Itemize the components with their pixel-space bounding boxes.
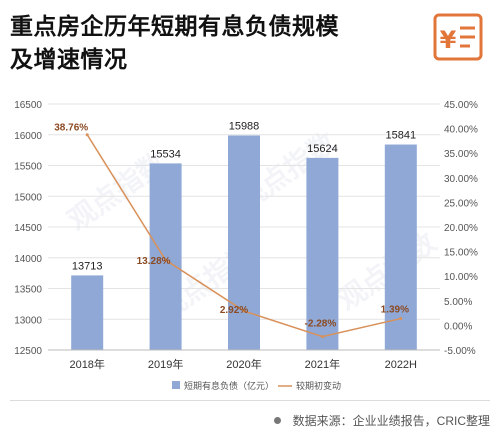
- line-layer: 38.76% 13.28% 2.92% -2.28% 1.39%: [54, 123, 409, 339]
- legend: 短期有息负债（亿元） 较期初变动: [172, 380, 341, 391]
- y-right-tick-label: -5.00%: [444, 346, 476, 357]
- bullet-dot-icon: [273, 416, 281, 424]
- y-right-tick-label: 45.00%: [444, 100, 478, 111]
- bar-data-label: 15534: [150, 148, 181, 160]
- y-right-tick-label: 25.00%: [444, 198, 478, 209]
- bar: [149, 163, 182, 350]
- y-right-tick-label: 20.00%: [444, 223, 478, 234]
- bar-layer: 13713 15534 15988 15624 15841: [71, 120, 417, 350]
- svg-text:¥: ¥: [440, 26, 457, 54]
- line-data-label: 2.92%: [220, 305, 248, 316]
- y-right-tick-label: 40.00%: [444, 125, 478, 136]
- y-right-tick-label: 35.00%: [444, 149, 478, 160]
- bar: [306, 157, 339, 350]
- y-left-tick-label: 13000: [14, 315, 42, 326]
- line-point: [85, 133, 89, 137]
- source-text: 数据来源：企业业绩报告，CRIC整理: [292, 413, 490, 428]
- legend-label-line: 较期初变动: [296, 380, 341, 391]
- y-right-tick-label: 30.00%: [444, 174, 478, 185]
- line-point: [320, 335, 324, 339]
- y-left-tick-label: 13500: [14, 285, 42, 296]
- bar: [71, 275, 104, 350]
- y-left-tick-label: 15000: [14, 192, 42, 203]
- x-tick-label: 2018年: [69, 357, 104, 371]
- y-left-tick-label: 14500: [14, 223, 42, 234]
- line-data-label: 38.76%: [54, 123, 88, 134]
- chart-title: 重点房企历年短期有息负债规模 及增速情况: [10, 10, 410, 76]
- x-tick-label: 2021年: [305, 357, 340, 371]
- bar-data-label: 15988: [229, 120, 260, 132]
- line-point: [399, 317, 403, 321]
- y-left-tick-label: 15500: [14, 162, 42, 173]
- y-left-tick-label: 16000: [14, 131, 42, 142]
- x-tick-label: 2022H: [385, 359, 417, 371]
- legend-swatch-bar: [172, 381, 180, 389]
- title-line-2: 及增速情况: [10, 46, 128, 72]
- line-data-label: -2.28%: [305, 319, 337, 330]
- axis-layer: 12500 13000 13500 14000 14500 15000 15500 16000…: [14, 100, 478, 371]
- bar: [228, 135, 260, 350]
- line-data-label: 13.28%: [137, 256, 171, 267]
- line-point: [164, 258, 168, 262]
- y-right-tick-label: 10.00%: [444, 272, 478, 283]
- combo-chart: 13713 15534 15988 15624 15841 38.76% 13.28% 2.…: [14, 100, 478, 391]
- x-tick-label: 2019年: [148, 357, 183, 371]
- line-point: [242, 309, 246, 313]
- y-right-tick-label: 5.00%: [444, 297, 472, 308]
- footer-divider: [10, 400, 490, 401]
- source-note: 数据来源：企业业绩报告，CRIC整理: [250, 410, 490, 430]
- y-left-tick-label: 12500: [14, 346, 42, 357]
- bar-data-label: 15841: [386, 130, 417, 142]
- y-right-tick-label: 0.00%: [444, 321, 472, 332]
- legend-label-bar: 短期有息负债（亿元）: [184, 380, 274, 391]
- bar-data-label: 13713: [72, 260, 103, 272]
- line-data-label: 1.39%: [381, 305, 409, 316]
- bar-data-label: 15624: [307, 143, 338, 155]
- y-left-tick-label: 16500: [14, 100, 42, 111]
- y-left-tick-label: 14000: [14, 254, 42, 265]
- x-tick-label: 2020年: [226, 357, 261, 371]
- title-line-1: 重点房企历年短期有息负债规模: [10, 13, 339, 39]
- receipt-yen-icon: ¥: [432, 12, 484, 62]
- bar: [384, 144, 417, 350]
- y-right-tick-label: 15.00%: [444, 248, 478, 259]
